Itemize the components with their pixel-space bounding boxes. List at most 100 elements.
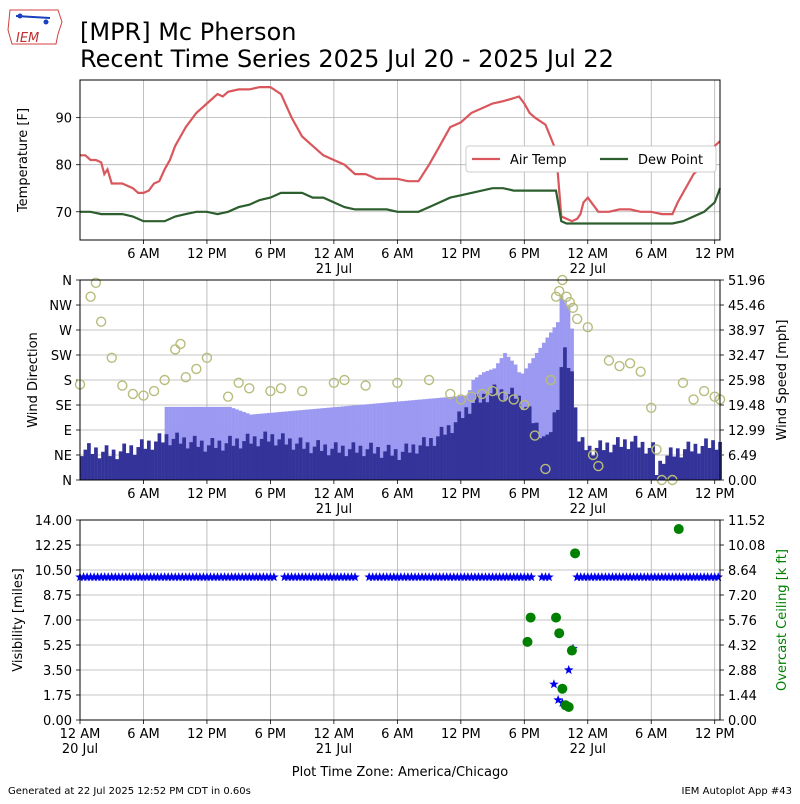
wind-speed-bar xyxy=(80,456,84,480)
visibility-marker xyxy=(375,572,385,582)
ceiling-marker xyxy=(525,612,536,623)
x-tick-label: 12 PM xyxy=(441,247,481,262)
visibility-marker xyxy=(427,572,438,582)
visibility-marker xyxy=(392,572,403,582)
wind-speed-bar xyxy=(517,395,521,480)
visibility-marker xyxy=(92,572,103,582)
ceiling-tick-label: 1.44 xyxy=(728,689,757,704)
x-tick-label: 6 PM xyxy=(255,487,286,502)
wind-speed-bar xyxy=(570,371,574,480)
x-tick-label: 12 AM xyxy=(567,247,608,262)
visibility-marker xyxy=(688,572,699,582)
wind-speed-bar xyxy=(432,445,437,480)
wind-direction-marker xyxy=(360,380,371,391)
wind-gust-bar xyxy=(397,401,402,480)
wind-speed-bar xyxy=(556,409,560,480)
x-tick-label: 6 PM xyxy=(509,247,540,262)
x-tick-label: 6 AM xyxy=(127,247,160,262)
wind-direction-marker xyxy=(445,388,456,400)
visibility-tick-label: 12.25 xyxy=(35,539,72,554)
wind-direction-marker xyxy=(159,374,170,386)
visibility-marker xyxy=(332,572,343,582)
wind-gust-bar xyxy=(556,322,560,480)
wind-speed-bar xyxy=(235,438,239,480)
wind-speed-bar xyxy=(185,448,190,480)
visibility-marker xyxy=(174,572,184,582)
wind-speed-bar xyxy=(206,445,211,480)
wind-direction-marker xyxy=(564,297,575,308)
wind-speed-bar xyxy=(647,447,652,480)
visibility-marker xyxy=(209,572,219,582)
visibility-tick-label: 7.00 xyxy=(43,614,72,629)
wind-speed-bar xyxy=(665,455,670,480)
visibility-marker xyxy=(290,572,300,582)
wind-speed-bar xyxy=(249,443,253,480)
visibility-marker xyxy=(170,572,180,582)
wind-speed-bar xyxy=(566,367,571,480)
wind-speed-bar xyxy=(344,456,349,480)
visibility-marker xyxy=(135,572,145,582)
wind-speed-bar xyxy=(231,445,236,480)
wind-speed-bar xyxy=(587,445,592,480)
ceiling-tick-label: 0.00 xyxy=(728,714,757,729)
wind-speed-bar xyxy=(429,438,433,480)
visibility-marker xyxy=(367,572,378,582)
wind-speed-bar xyxy=(108,456,112,480)
wind-direction-marker xyxy=(508,394,519,405)
wind-direction-marker xyxy=(646,402,657,413)
wind-speed-bar xyxy=(411,444,416,480)
wind-speed-bar xyxy=(164,434,169,480)
wind-speed-bar xyxy=(672,456,677,480)
x-tick-label: 6 AM xyxy=(381,247,414,262)
wind-speed-bar xyxy=(333,442,338,480)
visibility-marker xyxy=(286,572,297,582)
wind-speed-bar xyxy=(125,453,130,480)
ceiling-tick-label: 2.88 xyxy=(728,664,757,679)
wind-speed-bar xyxy=(679,457,684,480)
wind-speed-bar xyxy=(326,455,331,480)
wind-speed-bar xyxy=(319,450,324,480)
wind-speed-bar xyxy=(196,446,201,480)
wind-speed-bar xyxy=(291,449,296,480)
wind-gust-bar xyxy=(213,406,218,480)
wind-speed-bar xyxy=(619,446,624,480)
wind-gust-bar xyxy=(203,406,208,480)
wind-gust-bar xyxy=(414,399,419,480)
visibility-marker xyxy=(523,572,533,582)
wind-speed-bar xyxy=(288,438,292,480)
ceiling-marker xyxy=(673,524,684,535)
x-tick-label: 6 AM xyxy=(381,727,414,742)
visibility-marker xyxy=(667,572,678,582)
wind-speed-bar xyxy=(471,403,476,480)
y-tick-label: 80 xyxy=(55,159,72,174)
wind-gust-bar xyxy=(386,402,391,480)
visibility-marker xyxy=(519,572,530,582)
wind-gust-bar xyxy=(534,352,539,480)
wind-speed-bar xyxy=(298,437,303,480)
visibility-marker xyxy=(537,572,547,582)
visibility-marker xyxy=(512,572,522,582)
direction-tick-label: E xyxy=(64,424,72,439)
visibility-marker xyxy=(449,572,459,582)
wind-direction-marker xyxy=(265,385,276,397)
wind-gust-bar xyxy=(355,405,359,480)
wind-speed-bar xyxy=(601,450,606,480)
visibility-marker xyxy=(564,665,574,674)
wind-speed-bar xyxy=(150,449,155,480)
visibility-marker xyxy=(657,572,667,582)
wind-speed-bar xyxy=(245,433,250,480)
wind-gust-bar xyxy=(358,404,363,480)
wind-speed-bar xyxy=(531,423,536,480)
visibility-marker xyxy=(650,572,660,582)
wind-speed-bar xyxy=(178,443,183,480)
wind-gust-bar xyxy=(309,409,313,480)
visibility-marker xyxy=(188,572,198,582)
wind-gust-bar xyxy=(545,337,550,480)
wind-direction-marker xyxy=(138,390,149,401)
visibility-marker xyxy=(590,572,600,582)
wind-speed-bar xyxy=(460,418,465,480)
visibility-tick-label: 14.00 xyxy=(35,514,72,529)
wind-speed-bar xyxy=(224,443,229,480)
wind-speed-bar xyxy=(425,446,430,480)
